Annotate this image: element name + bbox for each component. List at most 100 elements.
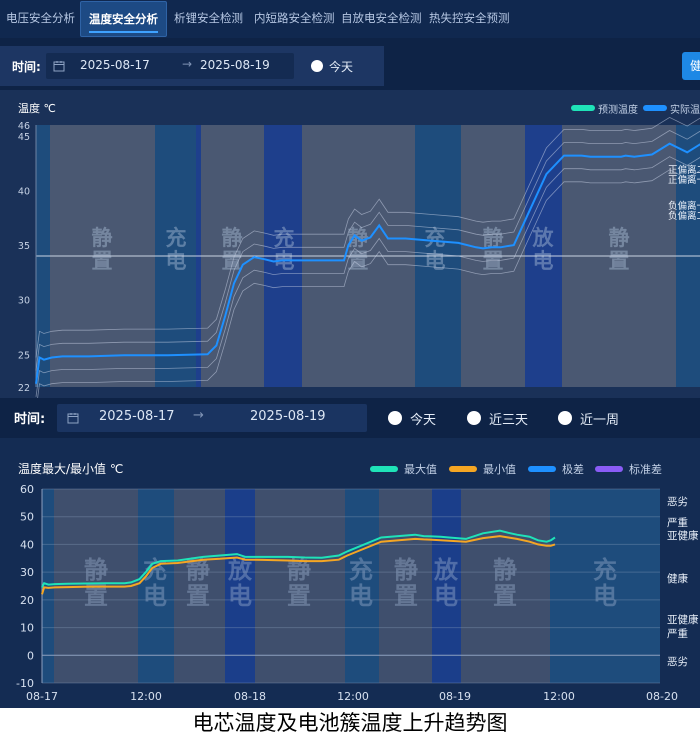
health-button[interactable]: 健 (682, 52, 700, 80)
legend-max: 最大值 (404, 463, 437, 476)
state-label: 置 (222, 249, 243, 273)
end-date[interactable]: 2025-08-19 (200, 58, 270, 72)
radio-3days-label: 近三天 (489, 413, 529, 428)
radio-today-label-2: 今天 (410, 413, 437, 428)
start-date[interactable]: 2025-08-17 (80, 58, 150, 72)
tab-voltage[interactable]: 电压安全分析 (6, 11, 75, 25)
band-label: 负偏离一 (668, 200, 700, 212)
state-band (255, 489, 345, 683)
radio-today-2[interactable] (388, 411, 402, 425)
deviation-band-line (35, 156, 700, 397)
y-tick-label: 35 (18, 241, 30, 252)
legend-actual: 实际温 (670, 105, 700, 116)
state-label: 放 (532, 226, 555, 250)
x-tick-label: 08-19 (439, 690, 471, 703)
start-date-2[interactable]: 2025-08-17 (99, 409, 175, 424)
chart1-title: 温度 ℃ (18, 102, 56, 115)
tab-thermal-runaway[interactable]: 热失控安全预测 (429, 11, 510, 25)
state-label: 充 (593, 556, 617, 584)
state-band (138, 489, 174, 683)
state-label: 置 (348, 249, 369, 273)
time-label-2: 时间: (14, 412, 46, 427)
tab-self-discharge[interactable]: 自放电安全检测 (341, 11, 422, 25)
state-label: 静 (483, 226, 504, 250)
deviation-band-line (35, 130, 700, 371)
state-label: 置 (483, 249, 504, 273)
state-band (345, 489, 379, 683)
band-label: 负偏离二 (668, 210, 700, 222)
deviation-band-line (37, 169, 700, 398)
legend-min-swatch (449, 466, 477, 472)
deviation-band-line (35, 116, 700, 358)
state-band (42, 489, 54, 683)
legend-range-swatch (528, 466, 556, 472)
tab-internal-short[interactable]: 内短路安全检测 (254, 11, 335, 25)
x-tick-label: 12:00 (337, 690, 369, 703)
state-label: 静 (493, 556, 517, 584)
y-tick-label: 30 (18, 296, 30, 307)
calendar-icon (53, 61, 65, 72)
date-range-picker[interactable]: 2025-08-17 → 2025-08-19 (46, 53, 294, 79)
legend-std-swatch (595, 466, 623, 472)
band-label: 正偏离一 (668, 174, 700, 186)
state-band (225, 489, 255, 683)
state-band (461, 489, 550, 683)
time-label: 时间: (12, 60, 41, 74)
tab-lithium-plating[interactable]: 析锂安全检测 (174, 11, 243, 25)
state-label: 电 (593, 582, 617, 610)
state-label: 电 (425, 249, 446, 273)
date-range-picker-2[interactable]: 2025-08-17 → 2025-08-19 (57, 404, 367, 432)
state-label: 置 (394, 582, 418, 610)
x-tick-label: 12:00 (543, 690, 575, 703)
state-label: 电 (434, 582, 458, 610)
y-tick-label: 30 (20, 566, 34, 579)
actual-temperature-line (35, 142, 700, 384)
y-tick-label: 25 (18, 350, 30, 361)
state-label: 充 (166, 226, 187, 250)
state-label: 充 (349, 556, 373, 584)
arrow-right-icon: → (182, 57, 193, 71)
y-tick-label: 46 (18, 121, 30, 132)
tab-temperature[interactable]: 温度安全分析 (80, 1, 167, 37)
radio-week[interactable] (558, 411, 572, 425)
state-band (432, 489, 461, 683)
end-date-2[interactable]: 2025-08-19 (250, 409, 326, 424)
y-tick-label: -10 (16, 677, 34, 690)
health-zone-label: 亚健康 (667, 613, 699, 626)
state-label: 置 (92, 249, 113, 273)
state-band (379, 489, 432, 683)
min-temperature-line (41, 535, 556, 595)
x-tick-label: 08-18 (234, 690, 266, 703)
legend-actual-swatch (643, 105, 667, 111)
y-tick-label: 10 (20, 622, 34, 635)
max-temperature-line (41, 529, 556, 588)
state-label: 置 (287, 582, 311, 610)
chart2-title: 温度最大/最小值 ℃ (18, 462, 124, 476)
analysis-tabs: 电压安全分析 温度安全分析 析锂安全检测 内短路安全检测 自放电安全检测 热失控… (0, 0, 700, 38)
y-tick-label: 50 (20, 511, 34, 524)
state-label: 置 (609, 249, 630, 273)
legend-min: 最小值 (483, 463, 516, 476)
state-label: 电 (533, 249, 554, 273)
chart1-plot: 静置充电静置充电静置充电静置放电静置22253035404546正偏离二正偏离一… (18, 116, 700, 398)
radio-3days[interactable] (467, 411, 481, 425)
y-tick-label: 60 (20, 483, 34, 496)
radio-today[interactable] (311, 60, 323, 72)
x-tick-label: 12:00 (130, 690, 162, 703)
calendar-icon (67, 413, 79, 424)
y-tick-label: 22 (18, 383, 30, 394)
x-tick-label: 08-17 (26, 690, 58, 703)
state-band (174, 489, 225, 683)
state-label: 电 (349, 582, 373, 610)
state-label: 电 (228, 582, 252, 610)
state-label: 静 (222, 226, 243, 250)
cluster-temperature-chart: 温度最大/最小值 ℃ 最大值 最小值 极差 标准差 静置充电静置放电静置充电静置… (0, 438, 700, 708)
y-tick-label: 45 (18, 132, 30, 143)
health-zone-label: 严重 (667, 516, 688, 529)
legend-predicted-swatch (571, 105, 595, 111)
state-label: 电 (143, 582, 167, 610)
health-zone-label: 健康 (667, 572, 688, 585)
legend-max-swatch (370, 466, 398, 472)
state-label: 置 (186, 582, 210, 610)
bottom-filter-bar: 时间: 2025-08-17 → 2025-08-19 今天 近三天 近一周 (0, 398, 700, 438)
